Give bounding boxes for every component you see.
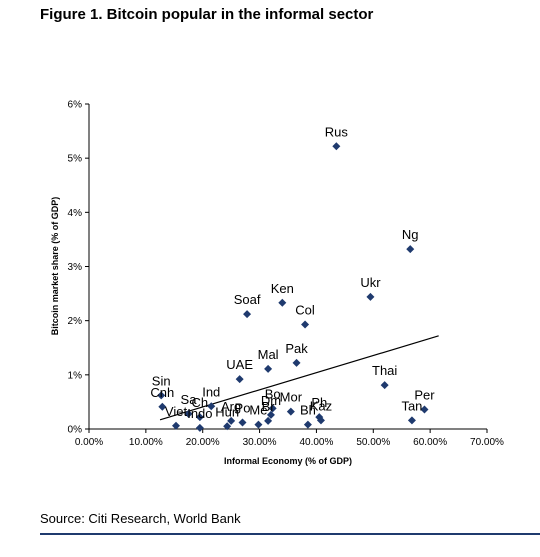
data-point bbox=[264, 364, 273, 373]
point-label: Po bbox=[235, 401, 251, 416]
point-label: Me bbox=[249, 403, 267, 418]
data-point bbox=[266, 410, 275, 419]
data-point bbox=[278, 298, 287, 307]
footer-rule bbox=[40, 533, 540, 535]
data-point bbox=[420, 405, 429, 414]
x-tick-label: 0.00% bbox=[75, 437, 103, 448]
data-point bbox=[207, 402, 216, 411]
point-label: Mal bbox=[258, 347, 279, 362]
trendline-group bbox=[159, 335, 439, 421]
point-label: Mor bbox=[280, 390, 303, 405]
y-axis-label: Bitcoin market share (% of GDP) bbox=[50, 197, 60, 336]
data-point bbox=[407, 416, 416, 425]
data-point bbox=[171, 421, 180, 430]
y-tick-label: 0% bbox=[68, 425, 83, 436]
point-label: Kaz bbox=[310, 398, 332, 413]
x-tick-label: 10.00% bbox=[129, 437, 163, 448]
y-tick-label: 4% bbox=[68, 208, 83, 219]
y-tick-label: 6% bbox=[68, 100, 83, 111]
x-tick-label: 60.00% bbox=[413, 437, 447, 448]
data-point bbox=[235, 375, 244, 384]
point-label: Cnh bbox=[150, 385, 174, 400]
point-label: Viet bbox=[165, 404, 188, 419]
data-point bbox=[238, 418, 247, 427]
data-point bbox=[223, 422, 232, 431]
data-point bbox=[286, 407, 295, 416]
data-point bbox=[158, 402, 167, 411]
data-point bbox=[243, 310, 252, 319]
point-label: Bh bbox=[300, 403, 316, 418]
data-point bbox=[184, 409, 193, 418]
x-axis-label: Informal Economy (% of GDP) bbox=[224, 456, 352, 466]
point-label: Rus bbox=[325, 124, 349, 139]
data-point bbox=[380, 381, 389, 390]
point-label: Thai bbox=[372, 363, 397, 378]
point-label: Sin bbox=[152, 373, 171, 388]
point-label: Col bbox=[295, 302, 315, 317]
point-label: Ken bbox=[271, 281, 294, 296]
data-point bbox=[254, 420, 263, 429]
point-label: Pak bbox=[285, 341, 308, 356]
point-label: Tan bbox=[401, 398, 422, 413]
point-label: Sa bbox=[181, 392, 198, 407]
x-tick-label: 70.00% bbox=[470, 437, 504, 448]
point-label: Dm bbox=[261, 393, 281, 408]
point-label: Br bbox=[262, 399, 276, 414]
x-tick-label: 50.00% bbox=[356, 437, 390, 448]
data-point bbox=[315, 413, 324, 422]
source-note: Source: Citi Research, World Bank bbox=[40, 511, 241, 526]
y-tick-label: 2% bbox=[68, 316, 83, 327]
data-point bbox=[195, 413, 204, 422]
point-label: Hun bbox=[215, 404, 239, 419]
point-label: Ind bbox=[202, 384, 220, 399]
figure-title: Figure 1. Bitcoin popular in the informa… bbox=[40, 6, 374, 23]
x-tick-label: 20.00% bbox=[186, 437, 220, 448]
point-label: Indo bbox=[187, 406, 212, 421]
y-tick-label: 3% bbox=[68, 262, 83, 273]
data-point bbox=[406, 245, 415, 254]
point-label: Ng bbox=[402, 227, 419, 242]
data-point bbox=[195, 423, 204, 432]
data-point bbox=[366, 292, 375, 301]
point-label: Ukr bbox=[360, 275, 381, 290]
point-label: Arg bbox=[221, 399, 241, 414]
point-label: Soaf bbox=[234, 292, 261, 307]
data-point bbox=[332, 142, 341, 151]
y-tick-label: 5% bbox=[68, 154, 83, 165]
data-point bbox=[157, 391, 166, 400]
data-points bbox=[157, 142, 429, 432]
data-point bbox=[227, 416, 236, 425]
chart-axes: 0% 1% 2% 3% 4% 5% 6% 0.00% 10.00% 20.00% 30.00% 40.… bbox=[68, 100, 505, 449]
data-point bbox=[264, 416, 273, 425]
point-label: Bo bbox=[265, 386, 281, 401]
point-label: Ch bbox=[192, 395, 209, 410]
y-tick-label: 1% bbox=[68, 370, 83, 381]
point-label: Per bbox=[414, 388, 435, 403]
point-label: UAE bbox=[226, 357, 253, 372]
trendline bbox=[159, 335, 439, 421]
data-point bbox=[303, 420, 312, 429]
point-label: Ph bbox=[311, 395, 327, 410]
data-point bbox=[292, 358, 301, 367]
data-point bbox=[268, 404, 277, 413]
x-tick-label: 30.00% bbox=[243, 437, 277, 448]
data-point bbox=[301, 320, 310, 329]
x-tick-label: 40.00% bbox=[299, 437, 333, 448]
